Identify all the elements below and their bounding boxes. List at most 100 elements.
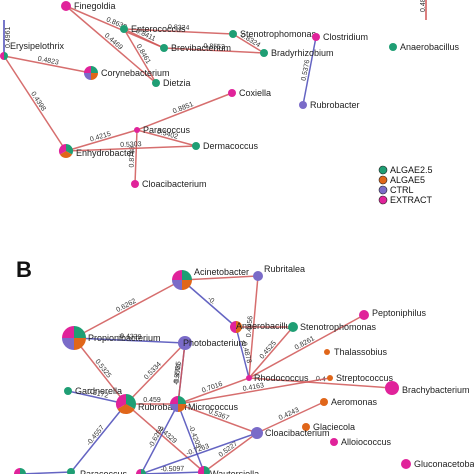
edge-erysipelothrix-corynebacterium <box>3 55 92 74</box>
node-node_left_bottom-slice <box>20 468 26 474</box>
edge-acinetobacter-propionibacterium <box>73 279 183 339</box>
node-label-rubrobacter: Rubrobacter <box>310 100 360 110</box>
node-label-propionibacterium: Propionibacterium <box>88 333 161 343</box>
edge-weight-label: 0.4961 <box>5 26 12 48</box>
node-cloacibacterium <box>251 427 263 439</box>
node-enhydrobacter-slice <box>59 144 66 155</box>
node-gardnerella-slice <box>64 387 72 395</box>
node-alloiococcus-slice <box>330 438 338 446</box>
node-label-streptococcus: Streptococcus <box>336 373 394 383</box>
node-thalassobius <box>324 349 330 355</box>
edge-weight-label: -0.4329 <box>118 333 142 341</box>
node-clostridium <box>312 33 320 41</box>
edge-enterococcus-stenotrophomonas <box>123 28 234 35</box>
node-label-cloacibacterium: Cloacibacterium <box>265 428 330 438</box>
node-brachybacterium <box>385 381 399 395</box>
node-micrococcus-slice <box>178 404 186 412</box>
node-brachybacterium-slice <box>385 381 399 395</box>
edge-weight-label: 0.4823 <box>37 56 59 67</box>
edge-weight-label: -0.4557 <box>86 424 106 447</box>
node-node_left_bottom <box>14 468 26 474</box>
node-erysipelothrix-slice <box>0 52 4 60</box>
edge-weight-label: 0.8553 <box>203 43 225 51</box>
node-label-glaciecola: Glaciecola <box>313 422 355 432</box>
node-label-enhydrobacter: Enhydrobacter <box>76 148 135 158</box>
node-label-brevibacterium: Brevibacterium <box>171 43 231 53</box>
edge-weight-label: 0.5172 <box>87 388 110 400</box>
edge-enterococcus-brevibacterium <box>123 28 165 49</box>
node-label-micrococcus: Micrococcus <box>188 402 239 412</box>
edge-cloacibacterium-wautersiella <box>203 432 258 473</box>
node-streptococcus-slice <box>327 375 333 381</box>
node-rhodococcus <box>246 375 252 381</box>
edge-weight-label: 0.8788 <box>129 146 137 168</box>
node-gluconacetobacter <box>401 459 411 469</box>
edge-weight-label: 0.4469 <box>103 32 124 51</box>
node-cloacibacterium-slice <box>131 180 139 188</box>
node-label-coxiella: Coxiella <box>239 88 271 98</box>
edge-peptoniphilus-rhodococcus <box>248 314 365 379</box>
node-label-rubritalea: Rubritalea <box>264 264 305 274</box>
legend-swatch <box>378 195 388 205</box>
edge-streptococcus-micrococcus <box>177 377 331 405</box>
node-aeromonas-slice <box>320 398 328 406</box>
node-aeromonas <box>320 398 328 406</box>
node-cloacibacterium-slice <box>251 427 263 439</box>
node-glaciecola-slice <box>302 423 310 431</box>
edge-cloacibacterium-node_bottom_mid <box>140 432 258 474</box>
node-label-anaerobacillus: Anaerobacillus <box>236 321 296 331</box>
node-coxiella-slice <box>228 89 236 97</box>
edge-weight-label: -0.4785 <box>173 361 183 385</box>
node-stenotrophomonas-slice <box>229 30 237 38</box>
node-label-dermacoccus: Dermacoccus <box>203 141 259 151</box>
node-photobacterium <box>178 336 192 350</box>
legend-swatch <box>378 165 388 175</box>
edge-weight-label: 0.5303 <box>120 141 142 149</box>
node-rhodococcus-slice <box>246 375 252 381</box>
node-wautersiella <box>198 466 210 474</box>
node-corynebacterium-slice <box>91 66 98 73</box>
edge-propionibacterium-rubrobacter <box>73 337 127 405</box>
node-gluconacetobacter-slice <box>401 459 411 469</box>
node-node_bottom_mid-slice <box>136 469 141 474</box>
node-gardnerella <box>64 387 72 395</box>
panel-a-nodes: Finegoldia Enterococcus Stenotrophomonas Er… <box>0 1 460 189</box>
edge-enhydrobacter-dermacoccus <box>65 145 197 152</box>
legend-swatch <box>378 175 388 185</box>
node-corynebacterium <box>84 66 98 80</box>
node-paracoccus <box>134 127 140 133</box>
node-peptoniphilus <box>359 310 369 320</box>
node-propionibacterium-slice <box>74 338 86 350</box>
node-label-peptoniphilus: Peptoniphilus <box>372 308 427 318</box>
node-label-clostridium: Clostridium <box>323 32 368 42</box>
edge-weight-label: 0.5334 <box>143 361 163 381</box>
edge-micrococcus-node_bottom_mid <box>140 403 179 474</box>
node-node_bottom_mid <box>136 469 146 474</box>
node-label-rubrobacter: Rubrobacter <box>138 402 188 412</box>
node-micrococcus-slice <box>170 404 178 412</box>
edge-weight-label: 0.5501 <box>173 362 182 384</box>
edge-rubrobacter-wautersiella <box>125 403 205 473</box>
node-label-stenotrophomonas: Stenotrophomonas <box>300 322 377 332</box>
node-corynebacterium-slice <box>84 73 91 80</box>
node-brevibacterium <box>160 44 168 52</box>
node-label-stenotrophomonas: Stenotrophomonas <box>240 29 317 39</box>
node-paracoccus-slice <box>134 127 140 133</box>
node-dietzia <box>152 79 160 87</box>
node-propionibacterium-slice <box>62 338 74 350</box>
node-wautersiella-slice <box>204 466 210 474</box>
node-dietzia-slice <box>152 79 160 87</box>
node-label-brachybacterium: Brachybacterium <box>402 385 470 395</box>
node-acinetobacter-slice <box>182 280 192 290</box>
node-rubrobacter <box>116 394 136 414</box>
node-label-cloacibacterium: Cloacibacterium <box>142 179 207 189</box>
node-dermacoccus-slice <box>192 142 200 150</box>
node-corynebacterium-slice <box>91 73 98 80</box>
node-label-paracoccus: Paracoccus <box>143 125 191 135</box>
node-rubrobacter <box>299 101 307 109</box>
node-label-alloiococcus: Alloiococcus <box>341 437 392 447</box>
node-erysipelothrix <box>0 52 8 60</box>
edge-rubrobacter-clostridium <box>302 36 317 106</box>
node-micrococcus-slice <box>178 396 186 404</box>
